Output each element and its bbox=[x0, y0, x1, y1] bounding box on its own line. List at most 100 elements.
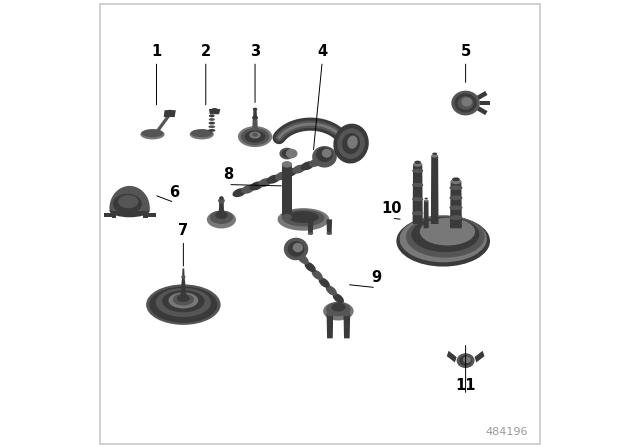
Ellipse shape bbox=[287, 241, 305, 257]
FancyBboxPatch shape bbox=[100, 4, 540, 444]
Ellipse shape bbox=[109, 204, 150, 217]
Ellipse shape bbox=[168, 292, 198, 309]
Ellipse shape bbox=[406, 216, 484, 258]
Ellipse shape bbox=[209, 118, 215, 121]
Ellipse shape bbox=[156, 288, 211, 317]
Ellipse shape bbox=[420, 218, 475, 246]
Polygon shape bbox=[344, 315, 350, 338]
Ellipse shape bbox=[431, 154, 438, 158]
Text: 10: 10 bbox=[381, 201, 402, 216]
Ellipse shape bbox=[326, 232, 332, 235]
Ellipse shape bbox=[449, 215, 463, 220]
Ellipse shape bbox=[282, 210, 324, 227]
Ellipse shape bbox=[244, 130, 266, 143]
Ellipse shape bbox=[337, 128, 365, 159]
Ellipse shape bbox=[209, 122, 215, 125]
Ellipse shape bbox=[141, 129, 164, 137]
Ellipse shape bbox=[284, 238, 308, 260]
Ellipse shape bbox=[333, 293, 344, 303]
Ellipse shape bbox=[451, 90, 480, 116]
Ellipse shape bbox=[253, 108, 257, 111]
Ellipse shape bbox=[282, 214, 292, 220]
Ellipse shape bbox=[316, 147, 333, 162]
Polygon shape bbox=[480, 101, 490, 105]
Ellipse shape bbox=[250, 132, 260, 138]
Text: 11: 11 bbox=[455, 378, 476, 393]
Text: 9: 9 bbox=[371, 270, 381, 285]
Ellipse shape bbox=[460, 356, 472, 366]
Ellipse shape bbox=[118, 195, 138, 208]
Ellipse shape bbox=[219, 196, 224, 200]
Ellipse shape bbox=[238, 126, 272, 147]
Ellipse shape bbox=[412, 183, 423, 187]
Ellipse shape bbox=[288, 211, 319, 223]
Ellipse shape bbox=[162, 290, 205, 312]
Polygon shape bbox=[112, 211, 148, 218]
Ellipse shape bbox=[280, 148, 294, 159]
Ellipse shape bbox=[308, 232, 314, 235]
Polygon shape bbox=[413, 164, 423, 224]
Text: 5: 5 bbox=[460, 44, 471, 59]
Ellipse shape bbox=[457, 353, 474, 368]
Text: 7: 7 bbox=[179, 223, 188, 238]
Polygon shape bbox=[154, 114, 172, 133]
Ellipse shape bbox=[449, 185, 463, 190]
Ellipse shape bbox=[326, 285, 337, 296]
Ellipse shape bbox=[250, 181, 263, 190]
Ellipse shape bbox=[332, 303, 346, 311]
Polygon shape bbox=[109, 186, 150, 208]
Ellipse shape bbox=[109, 202, 150, 214]
Polygon shape bbox=[326, 315, 333, 338]
Ellipse shape bbox=[164, 110, 175, 117]
Ellipse shape bbox=[451, 179, 461, 184]
Ellipse shape bbox=[424, 199, 428, 202]
Ellipse shape bbox=[326, 302, 351, 316]
Ellipse shape bbox=[140, 129, 164, 139]
Ellipse shape bbox=[452, 177, 460, 181]
Ellipse shape bbox=[305, 262, 316, 272]
Ellipse shape bbox=[298, 254, 308, 264]
Ellipse shape bbox=[232, 188, 246, 197]
Ellipse shape bbox=[414, 161, 421, 164]
Polygon shape bbox=[326, 220, 332, 233]
Polygon shape bbox=[431, 156, 438, 224]
Ellipse shape bbox=[424, 198, 428, 199]
Ellipse shape bbox=[312, 270, 323, 280]
Ellipse shape bbox=[215, 211, 228, 219]
Polygon shape bbox=[447, 351, 457, 362]
Ellipse shape bbox=[412, 217, 479, 252]
Ellipse shape bbox=[266, 175, 280, 184]
Text: 484196: 484196 bbox=[486, 427, 529, 437]
Ellipse shape bbox=[412, 211, 423, 215]
Ellipse shape bbox=[412, 197, 423, 201]
Ellipse shape bbox=[461, 97, 472, 107]
Ellipse shape bbox=[241, 128, 269, 145]
Ellipse shape bbox=[413, 162, 422, 167]
Polygon shape bbox=[477, 106, 488, 115]
Ellipse shape bbox=[282, 161, 292, 168]
Ellipse shape bbox=[241, 185, 255, 194]
Ellipse shape bbox=[396, 215, 490, 267]
Text: 4: 4 bbox=[317, 44, 327, 59]
Ellipse shape bbox=[458, 96, 474, 110]
Ellipse shape bbox=[181, 275, 186, 279]
Ellipse shape bbox=[278, 208, 330, 231]
Ellipse shape bbox=[191, 129, 213, 137]
Ellipse shape bbox=[284, 168, 298, 177]
Ellipse shape bbox=[463, 357, 471, 363]
Ellipse shape bbox=[343, 311, 351, 316]
Text: 3: 3 bbox=[250, 44, 260, 59]
Ellipse shape bbox=[218, 198, 225, 203]
Polygon shape bbox=[450, 181, 462, 228]
Ellipse shape bbox=[258, 178, 272, 187]
Ellipse shape bbox=[146, 284, 221, 325]
Ellipse shape bbox=[454, 94, 477, 112]
Ellipse shape bbox=[333, 124, 369, 164]
Polygon shape bbox=[253, 109, 257, 116]
Ellipse shape bbox=[412, 169, 423, 173]
Ellipse shape bbox=[301, 161, 314, 170]
Ellipse shape bbox=[149, 287, 218, 323]
Ellipse shape bbox=[210, 108, 219, 114]
Ellipse shape bbox=[189, 129, 214, 139]
Ellipse shape bbox=[399, 215, 487, 263]
